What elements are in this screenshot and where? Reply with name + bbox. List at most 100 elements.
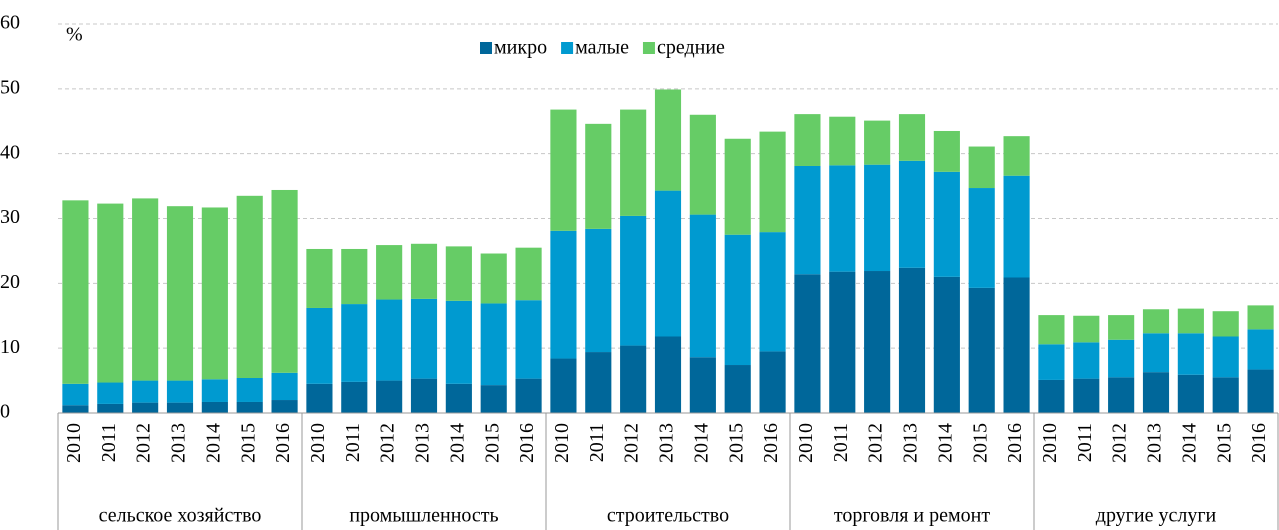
- x-tick-label: 2012: [621, 423, 643, 463]
- bar-segment: [62, 405, 89, 413]
- x-tick-label: 2011: [830, 423, 852, 462]
- x-tick-label: 2010: [551, 423, 573, 463]
- bar-segment: [515, 247, 542, 301]
- bar-segment: [1142, 372, 1170, 413]
- bar-segment: [1212, 336, 1239, 378]
- bar-segment: [445, 383, 472, 413]
- x-tick-label: 2012: [377, 423, 399, 463]
- y-tick-label: 60: [0, 12, 20, 34]
- bar-segment: [829, 116, 856, 166]
- bar-segment: [1108, 315, 1135, 340]
- x-tick-label: 2016: [1004, 423, 1026, 463]
- group-label: строительство: [607, 505, 729, 527]
- x-tick-label: 2015: [1213, 423, 1235, 463]
- x-tick-label: 2013: [412, 423, 434, 463]
- bar-segment: [1003, 277, 1030, 413]
- group-label: сельское хозяйство: [99, 505, 262, 527]
- bar-segment: [445, 246, 472, 301]
- bar-segment: [654, 190, 682, 337]
- y-tick-label: 20: [0, 271, 20, 293]
- bar-segment: [1038, 379, 1065, 413]
- bar-segment: [829, 271, 856, 413]
- bar-segment: [689, 357, 716, 413]
- x-tick-label: 2010: [307, 423, 329, 463]
- x-tick-label: 2016: [760, 423, 782, 463]
- bar-segment: [1212, 377, 1239, 413]
- bar-segment: [968, 188, 995, 288]
- bar-segment: [445, 300, 472, 384]
- bar-segment: [724, 138, 751, 235]
- legend-swatch: [642, 42, 655, 54]
- bar-segment: [968, 146, 995, 189]
- x-tick-label: 2014: [1178, 423, 1200, 463]
- x-tick-label: 2016: [1248, 423, 1270, 463]
- bar-segment: [97, 203, 124, 383]
- x-tick-label: 2015: [969, 423, 991, 463]
- y-tick-label: 0: [0, 401, 10, 423]
- x-tick-label: 2011: [342, 423, 364, 462]
- y-tick-label: 50: [0, 76, 20, 98]
- x-tick-label: 2016: [516, 423, 538, 463]
- legend-label: микро: [494, 37, 547, 59]
- x-tick-label: 2011: [98, 423, 120, 462]
- bar-segment: [306, 248, 333, 308]
- bar-segment: [480, 303, 507, 386]
- x-tick-label: 2010: [795, 423, 817, 463]
- bar-segment: [132, 198, 159, 381]
- x-tick-label: 2015: [237, 423, 259, 463]
- bar-segment: [62, 383, 89, 406]
- bar-segment: [201, 401, 228, 413]
- bar-segment: [306, 307, 333, 384]
- group-label: промышленность: [349, 505, 498, 527]
- bar-segment: [62, 200, 89, 384]
- bar-segment: [410, 298, 438, 379]
- bar-segment: [585, 228, 612, 353]
- bar-segment: [1212, 311, 1239, 337]
- bar-segment: [1073, 378, 1100, 413]
- bar-segment: [1177, 333, 1204, 375]
- x-tick-label: 2013: [1144, 423, 1166, 463]
- bar-segment: [620, 215, 647, 346]
- x-tick-label: 2016: [272, 423, 294, 463]
- bar-segment: [376, 245, 403, 300]
- x-tick-label: 2012: [1109, 423, 1131, 463]
- bar-segment: [236, 377, 263, 402]
- bar-segment: [550, 358, 577, 413]
- bar-segment: [759, 131, 786, 233]
- bar-segment: [654, 336, 682, 413]
- bar-segment: [898, 267, 926, 413]
- bar-segment: [1247, 329, 1274, 370]
- bar-segment: [341, 248, 368, 305]
- y-axis-label: %: [66, 24, 83, 46]
- bar-segment: [1247, 305, 1274, 330]
- bar-segment: [306, 383, 333, 413]
- bar-segment: [1003, 136, 1030, 176]
- x-tick-label: 2011: [586, 423, 608, 462]
- bar-segment: [341, 381, 368, 413]
- bar-segment: [864, 271, 891, 413]
- bar-segment: [480, 385, 507, 413]
- bar-segment: [585, 352, 612, 413]
- x-tick-label: 2014: [690, 423, 712, 463]
- bar-segment: [689, 214, 716, 358]
- x-tick-label: 2010: [63, 423, 85, 463]
- bar-segment: [794, 114, 821, 166]
- bar-segment: [724, 234, 751, 366]
- bar-segment: [166, 206, 194, 381]
- group-label: торговля и ремонт: [834, 505, 990, 527]
- bar-segment: [1108, 377, 1135, 413]
- bar-segment: [271, 400, 298, 413]
- x-tick-label: 2015: [725, 423, 747, 463]
- y-tick-label: 30: [0, 206, 20, 228]
- bar-segment: [933, 276, 960, 413]
- bar-segment: [1247, 369, 1274, 413]
- bar-segment: [1038, 344, 1065, 380]
- bar-segment: [1073, 315, 1100, 343]
- x-tick-label: 2014: [202, 423, 224, 463]
- legend-label: средние: [657, 37, 725, 59]
- bar-segment: [1073, 342, 1100, 379]
- bar-segment: [410, 378, 438, 413]
- legend-label: малые: [575, 37, 629, 59]
- bar-segment: [271, 189, 298, 373]
